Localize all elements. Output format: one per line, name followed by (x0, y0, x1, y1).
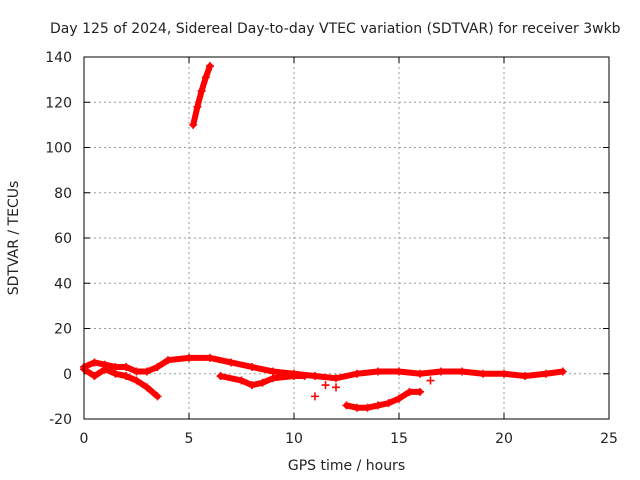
data-point (437, 367, 445, 376)
data-point (558, 367, 567, 376)
data-point (395, 367, 403, 376)
y-tick-label: 20 (54, 322, 72, 338)
data-point (342, 401, 351, 410)
data-point (153, 362, 162, 371)
axis-ticks: 0 5 10 15 20 25 -20 0 20 40 60 80 100 120 140 (45, 50, 618, 447)
data-point (332, 374, 340, 383)
data-point (332, 383, 340, 392)
data-series (80, 62, 567, 412)
data-point (363, 403, 372, 412)
data-point (353, 403, 361, 412)
data-point (206, 62, 214, 71)
data-point (237, 376, 246, 385)
data-point (479, 369, 487, 378)
data-point (353, 369, 361, 378)
data-point (227, 358, 235, 367)
series-spike (189, 62, 214, 129)
series-low-arc (342, 387, 424, 412)
data-point (384, 399, 393, 408)
data-point (197, 86, 206, 95)
series-main-band (80, 353, 567, 383)
data-point (269, 367, 277, 376)
data-point (143, 383, 151, 392)
data-point (269, 374, 277, 383)
y-tick-label: -20 (49, 412, 72, 428)
data-point (111, 369, 120, 378)
x-tick-label: 5 (185, 431, 194, 447)
series-band (81, 365, 161, 400)
plot-frame (83, 56, 610, 420)
series-band (190, 63, 213, 128)
data-point (290, 372, 298, 381)
data-point (405, 387, 414, 396)
data-point (300, 372, 309, 381)
y-tick-label: 80 (54, 186, 72, 202)
data-point (416, 387, 424, 396)
y-tick-label: 120 (45, 95, 72, 111)
data-point (521, 372, 529, 381)
data-point (132, 367, 141, 376)
data-point (101, 365, 109, 374)
x-tick-label: 15 (390, 431, 408, 447)
data-point (185, 353, 193, 362)
data-point (90, 372, 99, 381)
data-point (193, 102, 202, 111)
chart-title: Day 125 of 2024, Sidereal Day-to-day VTE… (50, 21, 621, 37)
y-tick-label: 0 (63, 367, 72, 383)
data-point (201, 73, 210, 82)
data-point (426, 376, 435, 385)
data-point (216, 372, 225, 381)
data-point (395, 394, 403, 403)
x-axis-label: GPS time / hours (288, 458, 405, 474)
data-point (311, 392, 319, 401)
data-point (311, 372, 319, 381)
data-point (248, 362, 256, 371)
data-point (111, 362, 120, 371)
data-point (500, 369, 508, 378)
y-tick-label: 60 (54, 231, 72, 247)
data-point (122, 362, 130, 371)
data-point (143, 367, 151, 376)
data-point (258, 378, 267, 387)
data-point (416, 369, 424, 378)
data-point (90, 358, 99, 367)
data-point (248, 381, 256, 390)
data-point (132, 376, 141, 385)
data-point (374, 367, 382, 376)
data-point (189, 120, 198, 129)
data-point (206, 353, 214, 362)
x-tick-label: 25 (600, 431, 618, 447)
series-band (81, 354, 566, 382)
x-tick-label: 10 (285, 431, 303, 447)
data-point (321, 381, 330, 390)
y-tick-label: 100 (45, 141, 72, 157)
x-tick-label: 20 (495, 431, 513, 447)
y-tick-label: 40 (54, 276, 72, 292)
data-point (458, 367, 466, 376)
data-point (122, 372, 130, 381)
series-scatter-bits (311, 376, 435, 401)
data-point (542, 369, 550, 378)
data-point (374, 401, 382, 410)
series-dip-mid (216, 372, 309, 390)
x-tick-label: 0 (80, 431, 89, 447)
data-point (164, 356, 172, 365)
y-axis-label: SDTVAR / TECUs (6, 181, 22, 296)
data-point (153, 392, 162, 401)
y-tick-label: 140 (45, 50, 72, 66)
